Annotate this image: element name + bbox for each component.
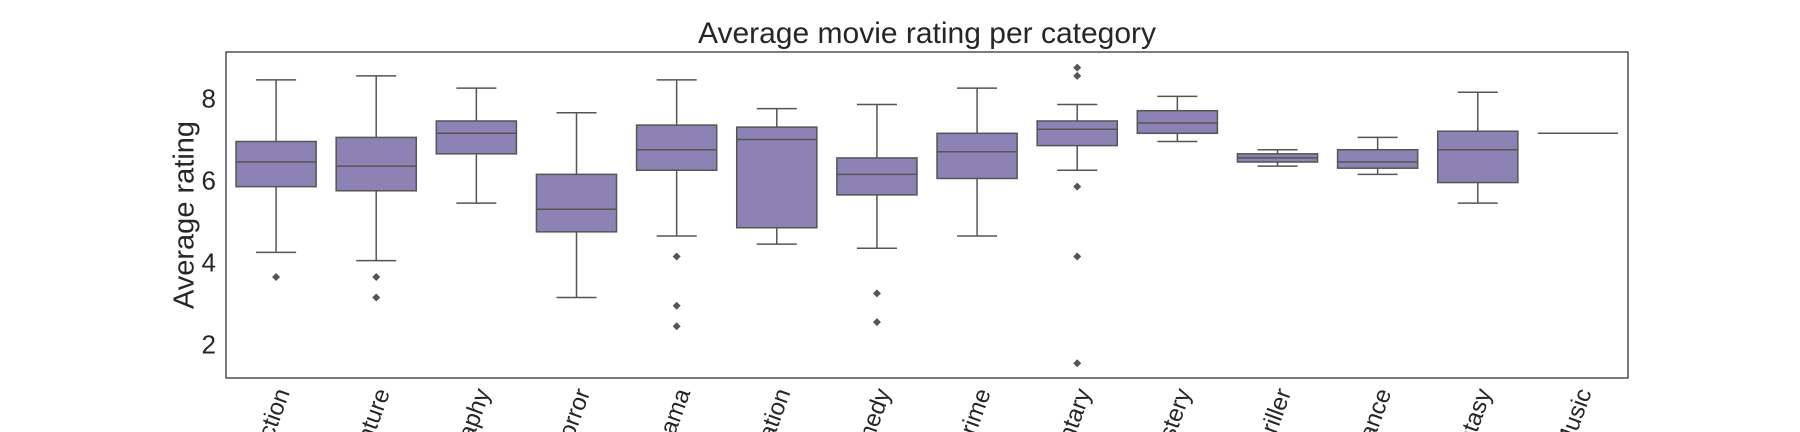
box	[1336, 148, 1419, 169]
box	[635, 124, 718, 171]
outlier	[672, 252, 681, 261]
y-axis-label: Average rating	[169, 121, 201, 309]
x-tick-label: Horror	[547, 385, 596, 432]
outlier	[872, 318, 881, 327]
box	[1436, 130, 1519, 184]
box	[435, 120, 518, 155]
box	[936, 132, 1018, 180]
box	[1136, 109, 1219, 135]
y-tick-label: 2	[202, 330, 216, 360]
x-tick-label: Thriller	[1247, 385, 1297, 432]
outlier	[372, 272, 381, 281]
box	[1036, 120, 1119, 147]
x-tick-label: Documentary	[1023, 385, 1097, 432]
plot-area: 2 4 6 8 Action Adventure Biography Horror Drama A…	[202, 51, 1629, 432]
outlier	[1073, 71, 1082, 80]
y-tick-label: 6	[202, 165, 216, 195]
outlier	[672, 301, 681, 310]
box	[735, 126, 818, 229]
outlier	[1073, 182, 1082, 191]
x-tick-label: Mystery	[1143, 385, 1197, 432]
outlier	[1073, 63, 1082, 72]
x-tick-label: Comedy	[841, 385, 897, 432]
y-tick-label: 8	[202, 83, 216, 113]
x-tick-label: Animation	[735, 385, 797, 432]
outlier	[1073, 359, 1082, 368]
outlier	[272, 272, 281, 281]
x-tick-label: Action	[247, 385, 295, 432]
box	[836, 157, 918, 196]
x-tick-label: Romance	[1337, 385, 1398, 432]
x-tick-label: Fantasy	[1443, 385, 1498, 432]
outlier	[372, 293, 381, 302]
box	[335, 136, 418, 192]
box	[535, 173, 618, 233]
x-tick-label: Drama	[646, 384, 696, 432]
outlier	[672, 322, 681, 331]
plot-frame	[225, 51, 1629, 379]
outlier	[1073, 252, 1082, 261]
x-tick-label: Crime	[949, 385, 996, 432]
x-tick-label: Adventure	[333, 385, 396, 432]
chart-title: Average movie rating per category	[698, 17, 1156, 50]
outlier	[872, 289, 881, 298]
x-tick-label: Biography	[434, 385, 496, 432]
y-tick-label: 4	[202, 248, 216, 278]
x-tick-label: Music	[1551, 385, 1598, 432]
box	[235, 140, 317, 188]
